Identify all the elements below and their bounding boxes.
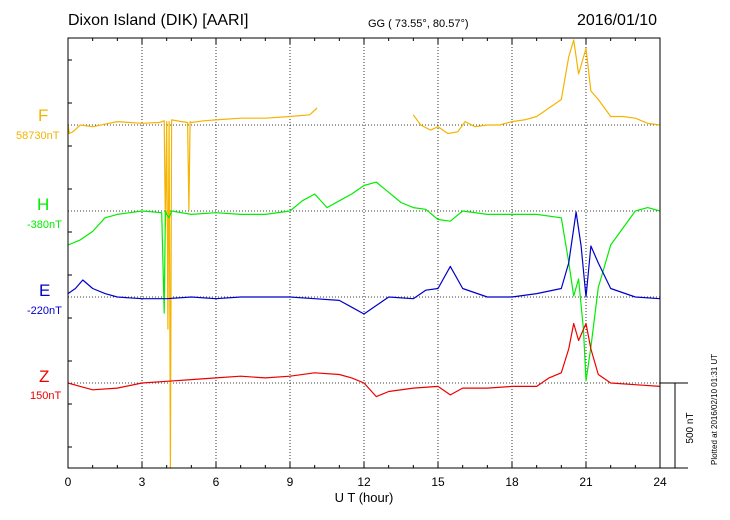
x-tick-label-12: 12 xyxy=(357,475,371,489)
x-tick-label-0: 0 xyxy=(65,475,72,489)
channel-e-label: E xyxy=(39,281,51,300)
x-tick-label-24: 24 xyxy=(653,475,667,489)
x-tick-labels: 0 3 6 9 12 15 18 21 24 xyxy=(65,475,667,489)
series-z-line xyxy=(67,322,661,398)
x-tick-label-15: 15 xyxy=(431,475,445,489)
channel-z-baseline: 150nT xyxy=(30,390,62,402)
axis-ticks xyxy=(67,38,661,468)
scale-bar: 500 nT xyxy=(660,382,696,469)
x-axis-label: U T (hour) xyxy=(335,490,394,505)
channel-h-baseline: -380nT xyxy=(27,219,62,231)
series-f-line xyxy=(67,107,318,469)
plot-date: 2016/01/10 xyxy=(577,12,658,29)
x-tick-label-21: 21 xyxy=(579,475,593,489)
plot-frame xyxy=(67,37,661,469)
channel-e-baseline: -220nT xyxy=(27,305,62,317)
station-title: Dixon Island (DIK) [AARI] xyxy=(68,12,249,29)
x-tick-label-3: 3 xyxy=(139,475,146,489)
x-tick-label-9: 9 xyxy=(287,475,294,489)
series-f-line-after-gap xyxy=(412,39,661,135)
station-coordinates: GG ( 73.55°, 80.57°) xyxy=(368,18,469,30)
channel-h-label: H xyxy=(37,195,50,214)
scale-bar-label: 500 nT xyxy=(685,412,696,443)
grid-lines xyxy=(141,38,587,468)
x-tick-label-6: 6 xyxy=(213,475,220,489)
series-h-line xyxy=(67,181,661,382)
x-tick-label-18: 18 xyxy=(505,475,519,489)
channel-z-label: Z xyxy=(39,367,50,386)
channel-f-label: F xyxy=(38,106,49,125)
series-e-line xyxy=(67,211,661,315)
channel-f-baseline: 58730nT xyxy=(16,130,60,142)
